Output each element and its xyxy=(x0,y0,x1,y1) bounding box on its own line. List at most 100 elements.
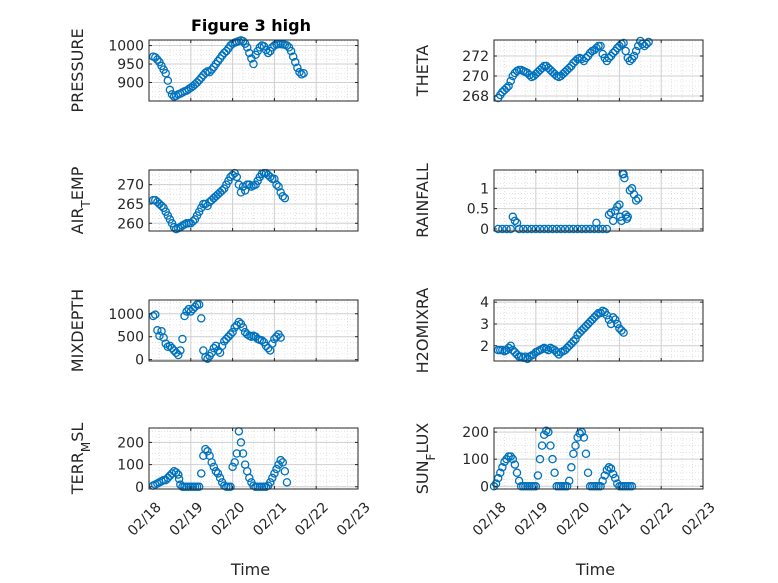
data-point xyxy=(542,426,551,435)
y-tick-label: 0.5 xyxy=(467,202,489,218)
axes-box xyxy=(148,169,359,232)
data-point xyxy=(621,210,630,219)
data-point xyxy=(213,469,223,478)
data-point xyxy=(268,473,277,483)
data-point xyxy=(608,48,618,58)
data-point xyxy=(194,300,204,309)
data-point xyxy=(180,311,189,321)
data-point xyxy=(506,341,515,350)
x-axis-label: Time xyxy=(575,560,615,579)
data-point xyxy=(610,206,620,215)
data-point xyxy=(211,341,221,351)
data-point xyxy=(512,468,522,477)
data-point xyxy=(148,311,158,321)
data-point xyxy=(498,224,507,234)
data-point xyxy=(192,78,202,87)
data-point xyxy=(209,462,219,472)
data-point xyxy=(161,475,170,485)
data-point xyxy=(617,326,626,335)
data-point xyxy=(232,449,242,458)
data-point xyxy=(228,327,237,337)
data-point xyxy=(217,341,227,351)
data-point xyxy=(257,336,267,345)
axes-box xyxy=(148,39,359,102)
data-point xyxy=(270,334,279,344)
data-point xyxy=(288,52,298,61)
data-point xyxy=(564,63,574,73)
data-point xyxy=(498,463,507,472)
data-point xyxy=(535,224,545,234)
data-point xyxy=(167,343,177,353)
panel-2: 268 270 272 THETA xyxy=(413,36,704,105)
data-point xyxy=(596,41,605,51)
data-point xyxy=(165,85,175,95)
data-point xyxy=(502,83,511,93)
data-point xyxy=(600,471,610,480)
data-point xyxy=(544,224,553,234)
data-point xyxy=(282,41,292,50)
data-point xyxy=(276,455,285,465)
data-point xyxy=(569,449,578,459)
data-point xyxy=(523,224,532,234)
y-tick-label: 0 xyxy=(480,222,489,238)
y-axis-label: TERRMSL xyxy=(68,423,93,496)
data-point xyxy=(274,460,283,469)
data-point xyxy=(493,473,503,483)
data-point xyxy=(564,224,574,234)
data-point xyxy=(299,69,308,78)
data-point xyxy=(613,202,622,211)
data-point xyxy=(608,469,618,479)
data-point xyxy=(249,59,258,69)
data-point xyxy=(569,224,578,234)
data-point xyxy=(268,339,277,348)
data-point xyxy=(550,468,559,477)
y-tick-label: 200 xyxy=(117,435,144,451)
data-point xyxy=(236,438,246,447)
data-point xyxy=(276,333,285,342)
data-point xyxy=(556,224,566,234)
data-point xyxy=(508,454,518,464)
data-point xyxy=(211,467,221,476)
data-point xyxy=(242,43,252,52)
data-point xyxy=(263,343,273,353)
y-tick-label: 272 xyxy=(462,49,489,65)
data-point xyxy=(608,216,618,226)
data-point xyxy=(165,471,175,480)
y-tick-label: 100 xyxy=(117,458,144,474)
data-point xyxy=(533,471,543,480)
data-point xyxy=(186,307,196,316)
data-point xyxy=(188,304,198,314)
y-tick-label: 1000 xyxy=(108,39,144,55)
data-point xyxy=(219,337,229,346)
data-point xyxy=(620,173,629,183)
data-point xyxy=(151,53,160,62)
y-axis-label: MIXDEPTH xyxy=(68,289,87,372)
y-tick-label: 0 xyxy=(135,480,144,496)
data-point xyxy=(232,172,242,182)
data-point xyxy=(633,41,643,51)
data-point xyxy=(174,470,183,479)
data-point xyxy=(506,224,515,234)
data-point xyxy=(491,479,501,488)
data-point xyxy=(188,217,198,226)
data-point xyxy=(207,458,216,467)
y-axis-label: AIRTEMP xyxy=(68,166,93,234)
data-point xyxy=(596,482,605,491)
data-point xyxy=(163,473,173,483)
data-point xyxy=(196,469,206,478)
data-point xyxy=(606,464,616,473)
data-point xyxy=(201,68,210,78)
data-point xyxy=(238,449,248,458)
data-point xyxy=(535,454,545,464)
data-point xyxy=(270,174,279,184)
data-point xyxy=(236,188,246,197)
y-tick-label: 268 xyxy=(462,89,489,105)
data-point xyxy=(165,341,175,351)
panel-3: 260 265 270 AIRTEMP xyxy=(68,166,359,234)
data-point xyxy=(602,224,612,234)
data-point xyxy=(234,317,244,327)
data-point xyxy=(531,482,541,491)
y-axis-label: RAINFALL xyxy=(413,163,432,238)
